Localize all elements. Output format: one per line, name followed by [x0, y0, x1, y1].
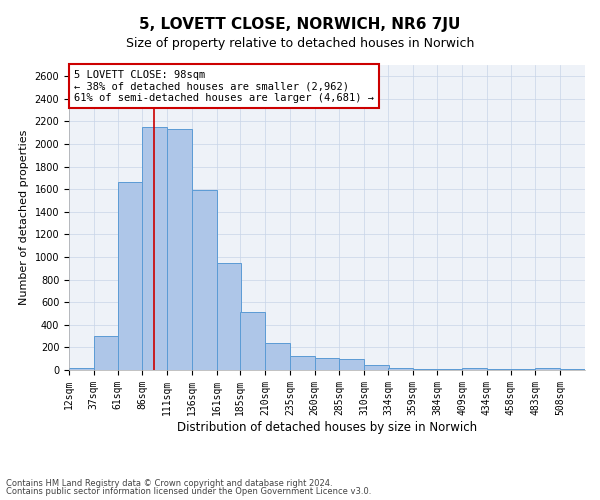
Bar: [290, 356, 314, 370]
Bar: [142, 127, 167, 370]
Bar: [217, 262, 241, 370]
Bar: [413, 369, 437, 370]
Bar: [94, 336, 119, 370]
Bar: [167, 130, 192, 370]
Text: Contains public sector information licensed under the Open Government Licence v3: Contains public sector information licen…: [6, 487, 371, 496]
Bar: [69, 368, 94, 370]
Bar: [535, 368, 560, 370]
Bar: [462, 368, 487, 370]
Text: Contains HM Land Registry data © Crown copyright and database right 2024.: Contains HM Land Registry data © Crown c…: [6, 478, 332, 488]
Text: 5 LOVETT CLOSE: 98sqm
← 38% of detached houses are smaller (2,962)
61% of semi-d: 5 LOVETT CLOSE: 98sqm ← 38% of detached …: [74, 70, 374, 103]
Bar: [118, 182, 142, 370]
Text: 5, LOVETT CLOSE, NORWICH, NR6 7JU: 5, LOVETT CLOSE, NORWICH, NR6 7JU: [139, 18, 461, 32]
Y-axis label: Number of detached properties: Number of detached properties: [19, 130, 29, 305]
Text: Size of property relative to detached houses in Norwich: Size of property relative to detached ho…: [126, 38, 474, 51]
Bar: [265, 343, 290, 370]
Bar: [388, 368, 413, 370]
Bar: [364, 366, 389, 370]
X-axis label: Distribution of detached houses by size in Norwich: Distribution of detached houses by size …: [177, 420, 477, 434]
Bar: [314, 358, 340, 370]
Bar: [241, 312, 265, 370]
Bar: [340, 360, 364, 370]
Bar: [192, 190, 217, 370]
